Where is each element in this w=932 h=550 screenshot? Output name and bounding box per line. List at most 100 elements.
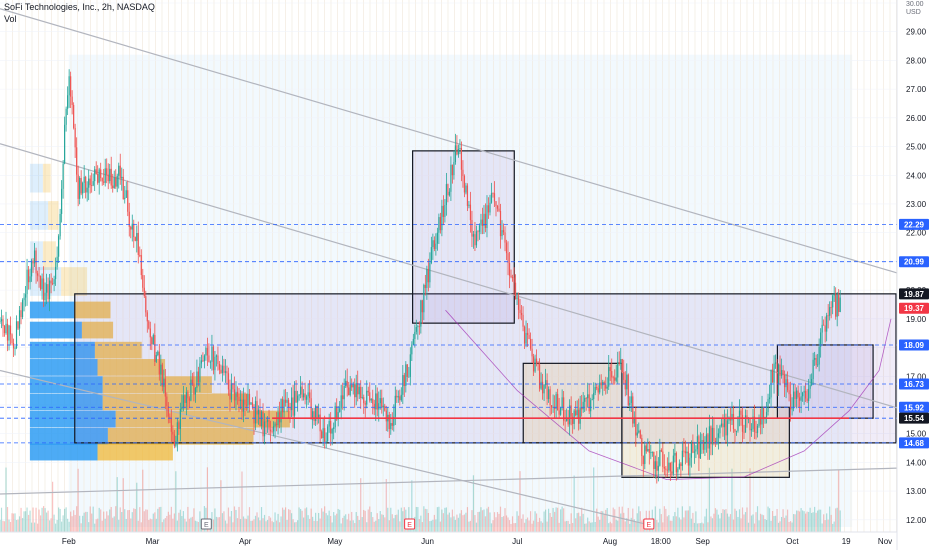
candle-body [361,397,363,399]
volume-bar [127,510,129,532]
volume-bar [418,519,420,532]
candle-body [814,358,816,360]
volume-bar [815,512,817,532]
candle-body [300,386,302,395]
candle-body [167,406,169,417]
candle-body [250,402,252,405]
volume-bar [334,515,336,532]
volume-bar [238,506,240,532]
volume-bar [741,507,744,532]
volume-bar [312,516,314,532]
volume-bar [411,480,413,532]
candle-body [214,356,216,371]
candle-body [91,185,93,186]
candle-body [720,423,723,426]
candle-body [307,392,309,397]
candle-body [513,277,515,283]
candle-body [776,362,778,384]
volume-bar [315,512,317,532]
volume-bar [166,515,168,532]
volume-bar [124,509,126,532]
candle-body [379,398,381,404]
candle-body [399,396,401,401]
volume-bar [605,509,607,532]
volume-bar [788,521,790,532]
candle-body [465,185,467,193]
volume-bar [797,510,799,532]
volume-bar [611,523,613,532]
candle-body [324,428,326,442]
volume-bar [92,506,94,532]
volume-bar [549,512,551,532]
volume-bar [226,523,228,532]
candle-body [620,359,622,364]
volume-bar [303,517,305,532]
volume-bar [178,512,180,532]
time-tick-label: Aug [603,537,617,546]
volume-bar [826,513,828,532]
volume-bar [20,507,22,532]
volume-bar [719,518,721,532]
candle-body [113,177,115,189]
candle-body [304,393,306,400]
time-axis[interactable]: E E E Feb Mar Apr May Jun Jul Aug 18:00 Sep Oct 19 Nov [0,518,897,550]
candle-body [233,389,236,401]
candle-body [212,346,215,371]
volume-bar [115,506,117,532]
volume-bar [641,520,643,532]
candle-body [26,269,28,295]
volume-bar [666,516,668,532]
volume-bar [659,508,661,532]
volume-bar [2,520,4,532]
candle-body [199,363,201,383]
time-tick-label: Mar [146,537,160,546]
price-axis[interactable]: 12.0013.0014.0015.0016.0017.0018.0019.00… [896,0,932,550]
volume-bar [489,512,491,532]
candle-body [683,450,685,452]
volume-bar [370,511,372,532]
candle-body [206,347,209,356]
time-tick-label: Oct [786,537,799,546]
candle-body [118,165,120,176]
candle-body [88,178,90,188]
volume-bar [397,509,399,532]
candle-body [457,149,460,155]
volume-bar [385,479,387,532]
volume-label: Vol [4,14,17,24]
candle-body [633,417,635,424]
volume-bar [728,516,730,532]
volume-bar [511,516,514,532]
candle-body [641,438,643,456]
volume-bar [599,519,601,532]
candle-body [630,396,632,404]
price-tick-label: 19.00 [906,315,927,324]
volume-bar [381,514,383,532]
candle-body [548,389,550,400]
volume-bar [181,516,183,532]
candle-body [707,434,709,449]
candle-body [369,392,371,401]
volume-bar [145,509,147,532]
volume-bar [812,512,814,532]
volume-bar [175,471,177,532]
candle-body [50,280,52,284]
candle-body [286,399,288,403]
volume-bar [478,511,481,532]
volume-bar [337,508,339,532]
candle-body [385,410,387,422]
volume-profile-sell [74,301,111,319]
volume-bar [555,507,557,532]
candle-body [714,440,717,443]
volume-bar [287,509,290,532]
price-tick-label: 17.00 [906,372,927,381]
volume-bar [570,513,572,532]
candle-body [596,387,598,389]
volume-bar [139,507,141,532]
price-levels[interactable] [0,223,897,444]
volume-bar [729,514,732,532]
volume-bar [104,518,106,532]
candle-body [611,371,613,378]
volume-bar [259,520,261,532]
candle-body [623,372,625,380]
